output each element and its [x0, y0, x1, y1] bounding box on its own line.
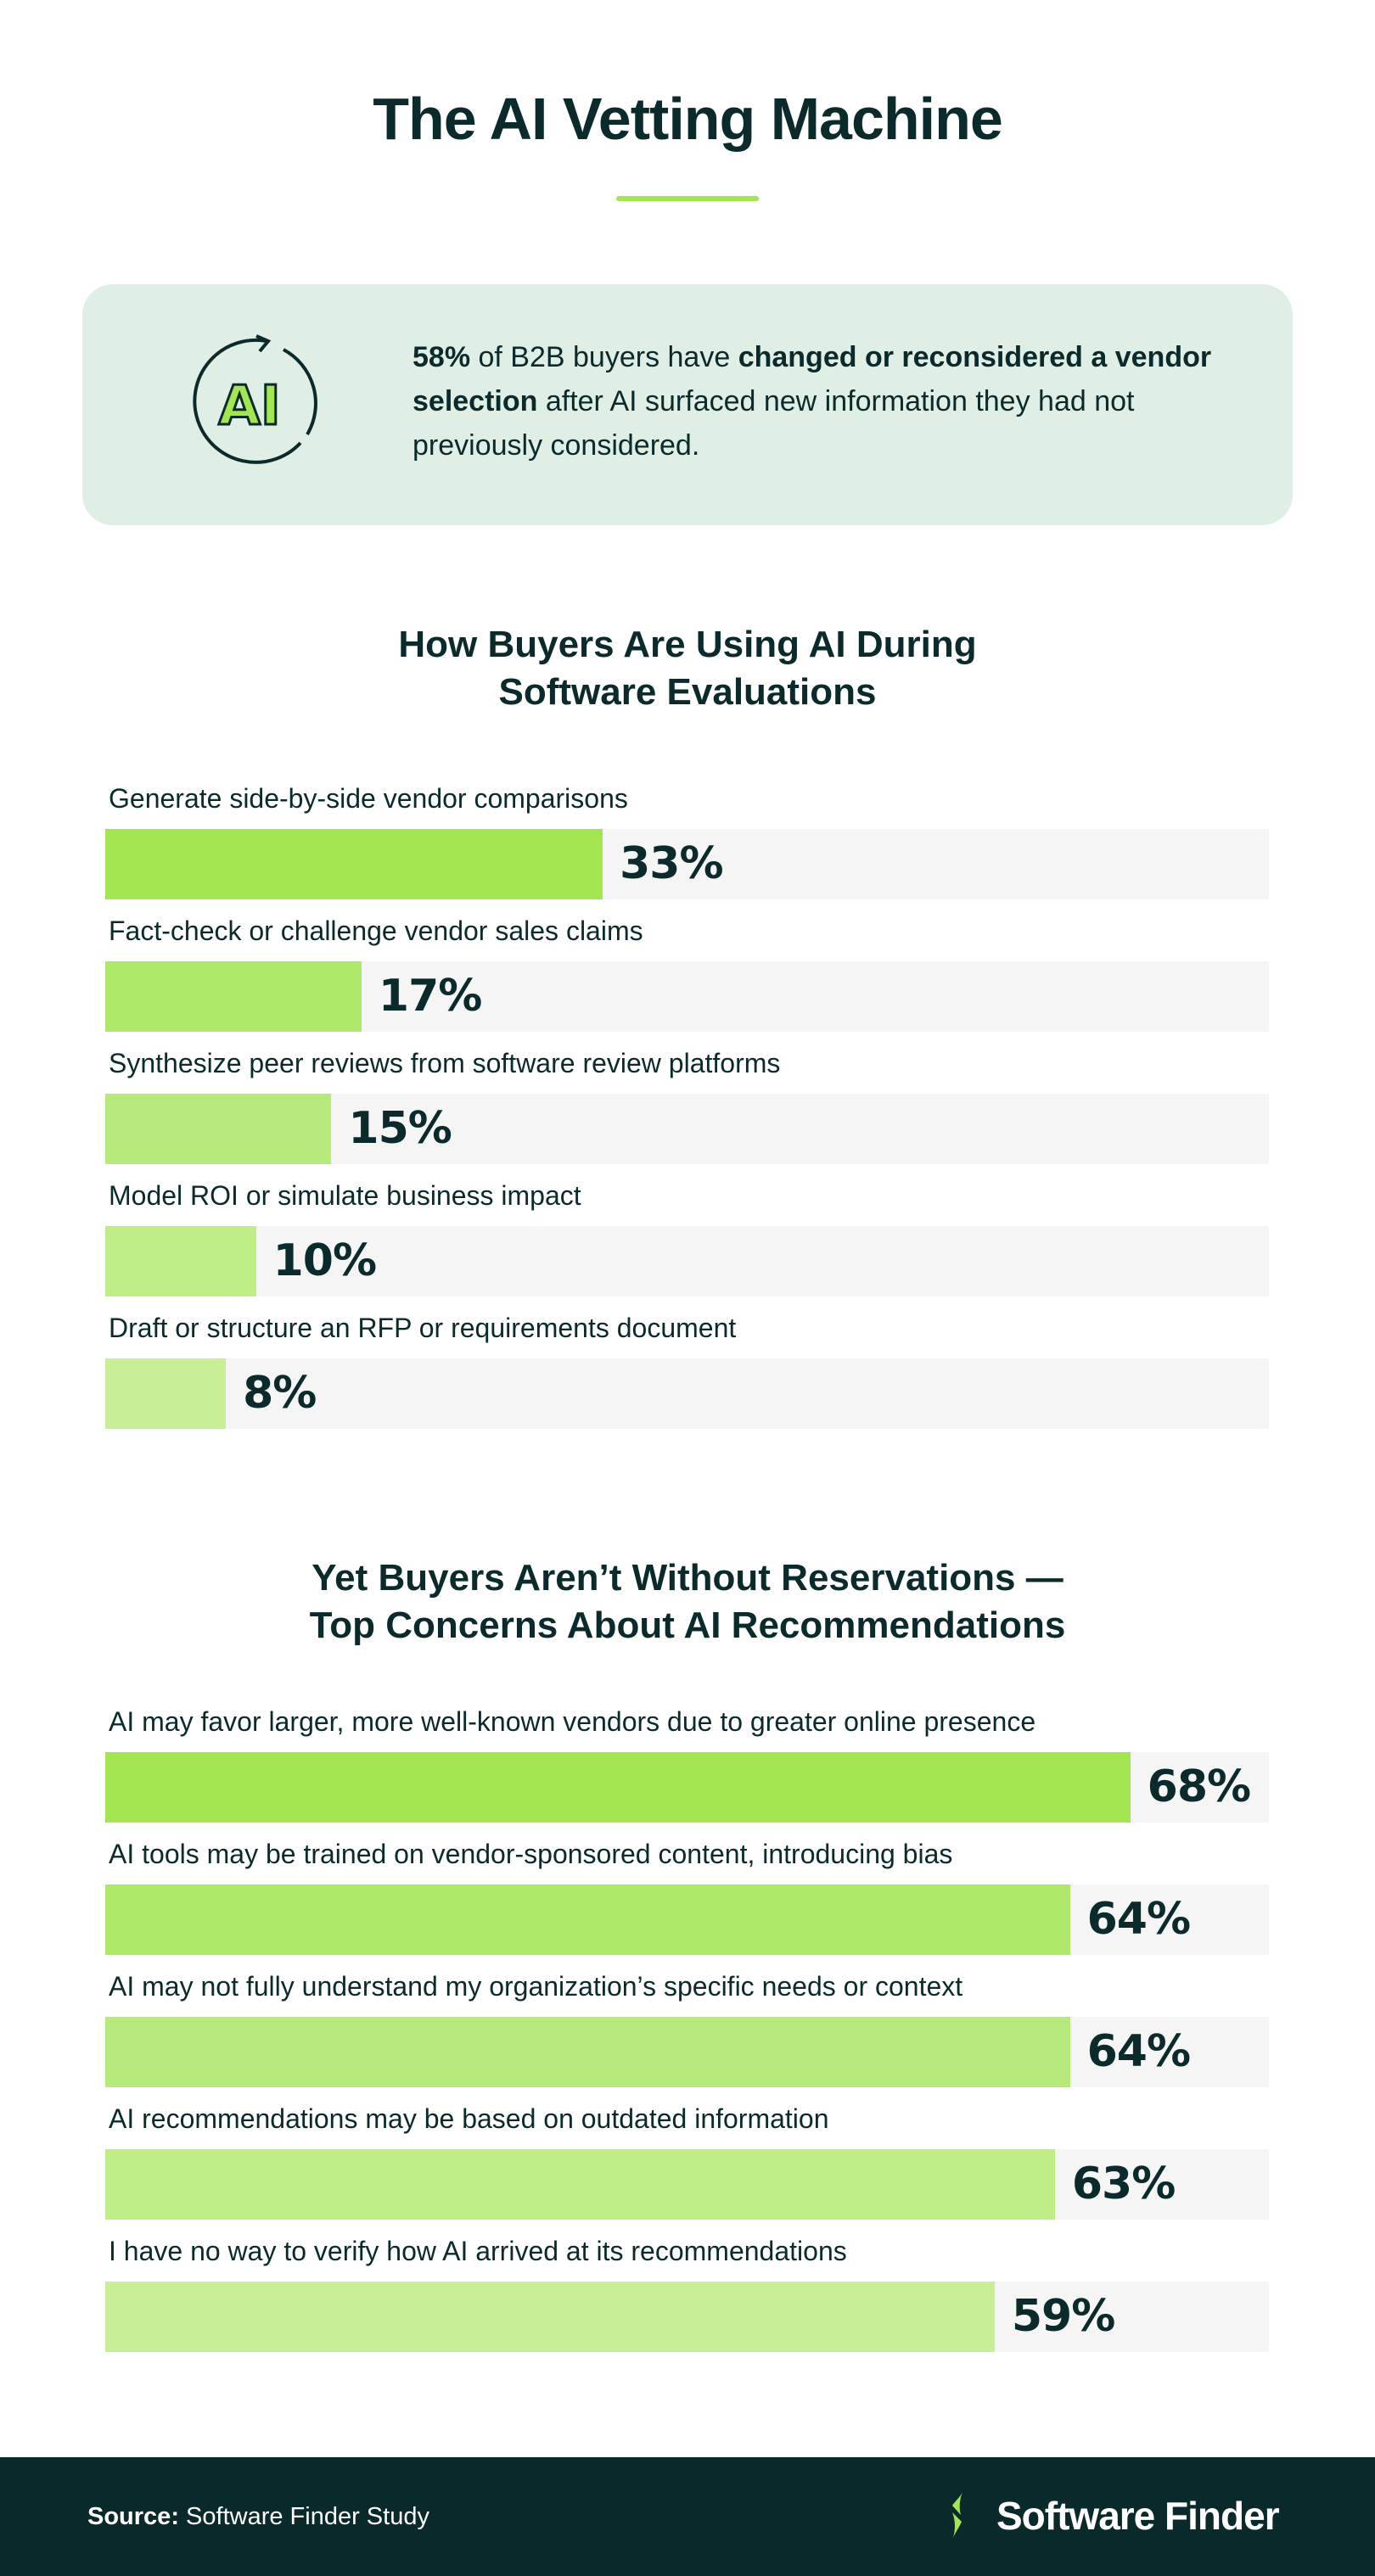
bar-track: 10%: [105, 1226, 1269, 1296]
bar-track: 64%: [105, 1884, 1269, 1955]
bar-track: 33%: [105, 829, 1269, 899]
bar: [105, 2149, 1055, 2220]
bar-label: Model ROI or simulate business impact: [109, 1180, 581, 1211]
bar-label: AI may favor larger, more well-known ven…: [109, 1706, 1036, 1737]
bar-value-label: 17%: [378, 971, 482, 1022]
bar-value-label: 10%: [272, 1235, 377, 1286]
bar-track: 64%: [105, 2017, 1269, 2087]
bar: [105, 1752, 1131, 1823]
chart2-title-line2: Top Concerns About AI Recommendations: [309, 1604, 1066, 1646]
source-label: Source:: [87, 2503, 179, 2530]
bar: [105, 2282, 995, 2352]
bar-label: AI recommendations may be based on outda…: [109, 2103, 829, 2134]
callout-stat: 58%: [412, 341, 471, 373]
callout-text: 58% of B2B buyers have changed or recons…: [412, 335, 1227, 468]
bar: [105, 2017, 1070, 2087]
bar-value-label: 8%: [243, 1368, 317, 1419]
bar-track: 59%: [105, 2282, 1269, 2352]
brand-name: Software Finder: [996, 2494, 1280, 2538]
bar-label: Generate side-by-side vendor comparisons: [109, 783, 628, 814]
bar-label: I have no way to verify how AI arrived a…: [109, 2236, 847, 2266]
bar: [105, 1884, 1070, 1955]
bar-track: 68%: [105, 1752, 1269, 1823]
callout-text-1: of B2B buyers have: [470, 341, 738, 373]
source-value: Software Finder Study: [178, 2503, 429, 2530]
bar-track: 17%: [105, 961, 1269, 1032]
bar-label: Synthesize peer reviews from software re…: [109, 1048, 781, 1078]
software-finder-logo-icon: [952, 2492, 962, 2540]
bar-value-label: 64%: [1086, 1894, 1191, 1945]
chart1-title: How Buyers Are Using AI During Software …: [0, 621, 1375, 716]
bar-value-label: 33%: [620, 838, 723, 889]
bar-label: Draft or structure an RFP or requirement…: [109, 1313, 737, 1343]
bar-track: 15%: [105, 1094, 1269, 1164]
brand-logo: Software Finder: [951, 2491, 1280, 2540]
callout-text-2: after AI surfaced new information they h…: [412, 385, 1135, 462]
bar: [105, 1358, 227, 1429]
source-note: Source: Software Finder Study: [87, 2500, 429, 2534]
bar-value-label: 64%: [1086, 2026, 1191, 2077]
bar-label: AI tools may be trained on vendor-sponso…: [109, 1839, 953, 1869]
stat-callout: 58% of B2B buyers have changed or recons…: [82, 284, 1293, 525]
bar: [105, 1094, 332, 1164]
chart2-title-line1: Yet Buyers Aren’t Without Reservations —: [311, 1557, 1064, 1599]
chart1-title-line1: How Buyers Are Using AI During: [398, 624, 977, 665]
bar-track: 8%: [105, 1358, 1269, 1429]
callout-bold: changed or reconsidered a vendor selecti…: [412, 341, 1212, 417]
footer: Source: Software Finder Study Software F…: [0, 2457, 1375, 2576]
ai-cycle-icon: AI: [193, 334, 317, 464]
bar-label: AI may not fully understand my organizat…: [109, 1971, 963, 2002]
bar: [105, 961, 362, 1032]
bar-track: 63%: [105, 2149, 1269, 2220]
chart1-title-line2: Software Evaluations: [498, 671, 877, 713]
bar-value-label: 68%: [1147, 1761, 1251, 1812]
chart2-title: Yet Buyers Aren’t Without Reservations —…: [0, 1554, 1375, 1649]
bar-value-label: 63%: [1071, 2159, 1176, 2209]
page-title: The AI Vetting Machine: [373, 86, 1003, 152]
title-underline: [616, 196, 759, 201]
bar-label: Fact-check or challenge vendor sales cla…: [109, 916, 643, 946]
bar-value-label: 59%: [1011, 2291, 1115, 2342]
ai-icon-text: AI: [218, 375, 280, 438]
bar-value-label: 15%: [348, 1103, 452, 1154]
bar: [105, 1226, 256, 1296]
bar: [105, 829, 603, 899]
